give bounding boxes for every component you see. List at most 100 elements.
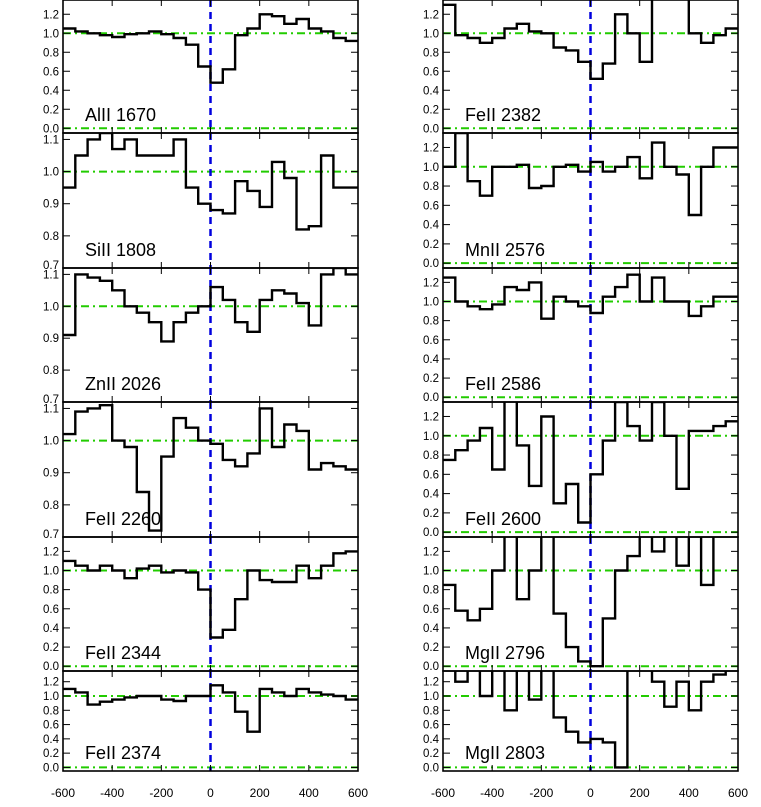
- y-tick-label: 0.4: [43, 623, 60, 635]
- y-tick-label: 0.8: [43, 500, 59, 512]
- panel-feii-2586: 0.0 0.2 0.4 0.6 0.8 1.0 1.2 FeII 2586: [423, 267, 739, 404]
- y-tick-label: 0.8: [43, 585, 59, 597]
- y-tick-label: 0.0: [43, 661, 59, 673]
- y-tick-label: 0.4: [423, 220, 440, 232]
- y-tick-label: 1.0: [43, 167, 59, 179]
- y-tick-label: 1.2: [43, 677, 59, 689]
- panel-alii-1670: 0.0 0.2 0.4 0.6 0.8 1.0 1.2 AlII 1670: [43, 0, 359, 135]
- y-tick-label: 0.9: [43, 468, 59, 480]
- x-tick-label: 600: [728, 786, 748, 800]
- panel-feii-2600: 0.0 0.2 0.4 0.6 0.8 1.0 1.2 FeII 2600: [423, 401, 739, 539]
- x-tick-label: -600: [51, 786, 75, 800]
- spectrum-trace: [63, 550, 358, 639]
- spectrum-trace: [63, 13, 358, 84]
- y-tick-label: 0.9: [43, 333, 59, 345]
- y-tick-label: 0.4: [423, 354, 440, 366]
- transition-label: ZnII 2026: [85, 374, 161, 394]
- spectrum-trace: [443, 273, 738, 320]
- y-tick-label: 0.9: [43, 199, 59, 211]
- transition-label: FeII 2382: [465, 105, 541, 125]
- x-tick-label: 0: [587, 786, 594, 800]
- y-tick-label: 0.4: [43, 734, 60, 746]
- y-tick-label: 0.7: [43, 394, 59, 406]
- y-tick-label: 0.0: [423, 258, 439, 270]
- y-tick-label: 0.0: [423, 762, 439, 774]
- spectrum-trace: [443, 537, 715, 668]
- y-tick-label: 1.1: [43, 403, 59, 415]
- spectrum-trace: [443, 0, 738, 80]
- y-tick-label: 1.0: [43, 436, 59, 448]
- y-tick-label: 1.2: [423, 142, 439, 154]
- y-tick-label: 1.2: [423, 9, 439, 21]
- y-tick-label: 1.0: [423, 431, 439, 443]
- y-tick-label: 0.2: [423, 508, 439, 520]
- x-tick-label: -200: [529, 786, 553, 800]
- y-tick-label: 0.0: [423, 661, 439, 673]
- y-tick-label: 1.0: [423, 297, 439, 309]
- panels-layer: 0.0 0.2 0.4 0.6 0.8 1.0 1.2 AlII 1670 0.7 0.8 0.9 1…: [43, 0, 739, 774]
- y-tick-label: 1.2: [43, 546, 59, 558]
- y-tick-label: 0.8: [43, 365, 59, 377]
- transition-label: FeII 2586: [465, 374, 541, 394]
- y-tick-label: 0.6: [423, 66, 439, 78]
- panel-siii-1808: 0.7 0.8 0.9 1.0 1.1 SiII 1808: [43, 132, 359, 272]
- y-tick-label: 0.0: [43, 123, 59, 135]
- x-tick-label: -200: [149, 786, 173, 800]
- panel-feii-2344: 0.0 0.2 0.4 0.6 0.8 1.0 1.2 FeII 2344: [43, 536, 359, 673]
- y-tick-label: 0.6: [43, 604, 59, 616]
- panel-znii-2026: 0.7 0.8 0.9 1.0 1.1 ZnII 2026: [43, 267, 359, 406]
- y-tick-label: 0.6: [423, 469, 439, 481]
- spectrum-trace: [443, 133, 738, 217]
- y-tick-label: 1.2: [43, 9, 59, 21]
- y-tick-label: 1.0: [423, 566, 439, 578]
- y-tick-label: 0.6: [43, 720, 59, 732]
- x-tick-label: 400: [679, 786, 699, 800]
- x-tick-label: -400: [480, 786, 504, 800]
- spectrum-trace: [63, 268, 358, 343]
- y-tick-label: 0.2: [423, 104, 439, 116]
- transition-label: FeII 2344: [85, 643, 161, 663]
- y-tick-label: 1.0: [43, 566, 59, 578]
- y-tick-label: 1.2: [423, 277, 439, 289]
- y-tick-label: 1.0: [43, 691, 59, 703]
- right-velocity-axis: -600 -400 -200 0 200 400 600: [431, 786, 748, 800]
- x-tick-label: 200: [630, 786, 650, 800]
- y-tick-label: 0.8: [423, 47, 439, 59]
- y-tick-label: 1.0: [423, 691, 439, 703]
- y-tick-label: 0.4: [43, 85, 60, 97]
- panel-mgii-2796: 0.0 0.2 0.4 0.6 0.8 1.0 1.2 MgII 2796: [423, 536, 739, 673]
- y-tick-label: 0.8: [43, 47, 59, 59]
- y-tick-label: 0.0: [423, 392, 439, 404]
- y-tick-label: 0.7: [43, 529, 59, 541]
- spectrum-trace: [443, 402, 738, 524]
- y-tick-label: 0.2: [423, 239, 439, 251]
- panel-mnii-2576: 0.0 0.2 0.4 0.6 0.8 1.0 1.2 MnII 2576: [423, 132, 739, 270]
- panel-feii-2260: 0.7 0.8 0.9 1.0 1.1 FeII 2260: [43, 401, 359, 541]
- y-tick-label: 0.6: [423, 604, 439, 616]
- y-tick-label: 1.2: [423, 411, 439, 423]
- transition-label: FeII 2600: [465, 509, 541, 529]
- y-tick-label: 1.0: [423, 162, 439, 174]
- y-tick-label: 0.0: [423, 123, 439, 135]
- y-tick-label: 0.6: [423, 720, 439, 732]
- panel-mgii-2803: 0.0 0.2 0.4 0.6 0.8 1.0 1.2 MgII 2803: [423, 670, 739, 774]
- y-tick-label: 1.2: [423, 546, 439, 558]
- transition-label: MnII 2576: [465, 240, 545, 260]
- x-tick-label: -400: [100, 786, 124, 800]
- y-tick-label: 0.2: [43, 642, 59, 654]
- y-tick-label: 0.8: [43, 231, 59, 243]
- x-tick-label: 0: [207, 786, 214, 800]
- y-tick-label: 0.8: [43, 705, 59, 717]
- y-tick-label: 1.2: [423, 677, 439, 689]
- panel-feii-2374: 0.0 0.2 0.4 0.6 0.8 1.0 1.2 FeII 2374: [43, 670, 359, 774]
- y-tick-label: 0.4: [423, 734, 440, 746]
- y-tick-label: 0.6: [423, 335, 439, 347]
- y-tick-label: 0.8: [423, 450, 439, 462]
- y-tick-label: 1.0: [423, 28, 439, 40]
- y-tick-label: 0.2: [423, 748, 439, 760]
- panel-feii-2382: 0.0 0.2 0.4 0.6 0.8 1.0 1.2 FeII 2382: [423, 0, 739, 135]
- y-tick-label: 0.2: [423, 373, 439, 385]
- y-tick-label: 0.2: [423, 642, 439, 654]
- transition-label: SiII 1808: [85, 240, 156, 260]
